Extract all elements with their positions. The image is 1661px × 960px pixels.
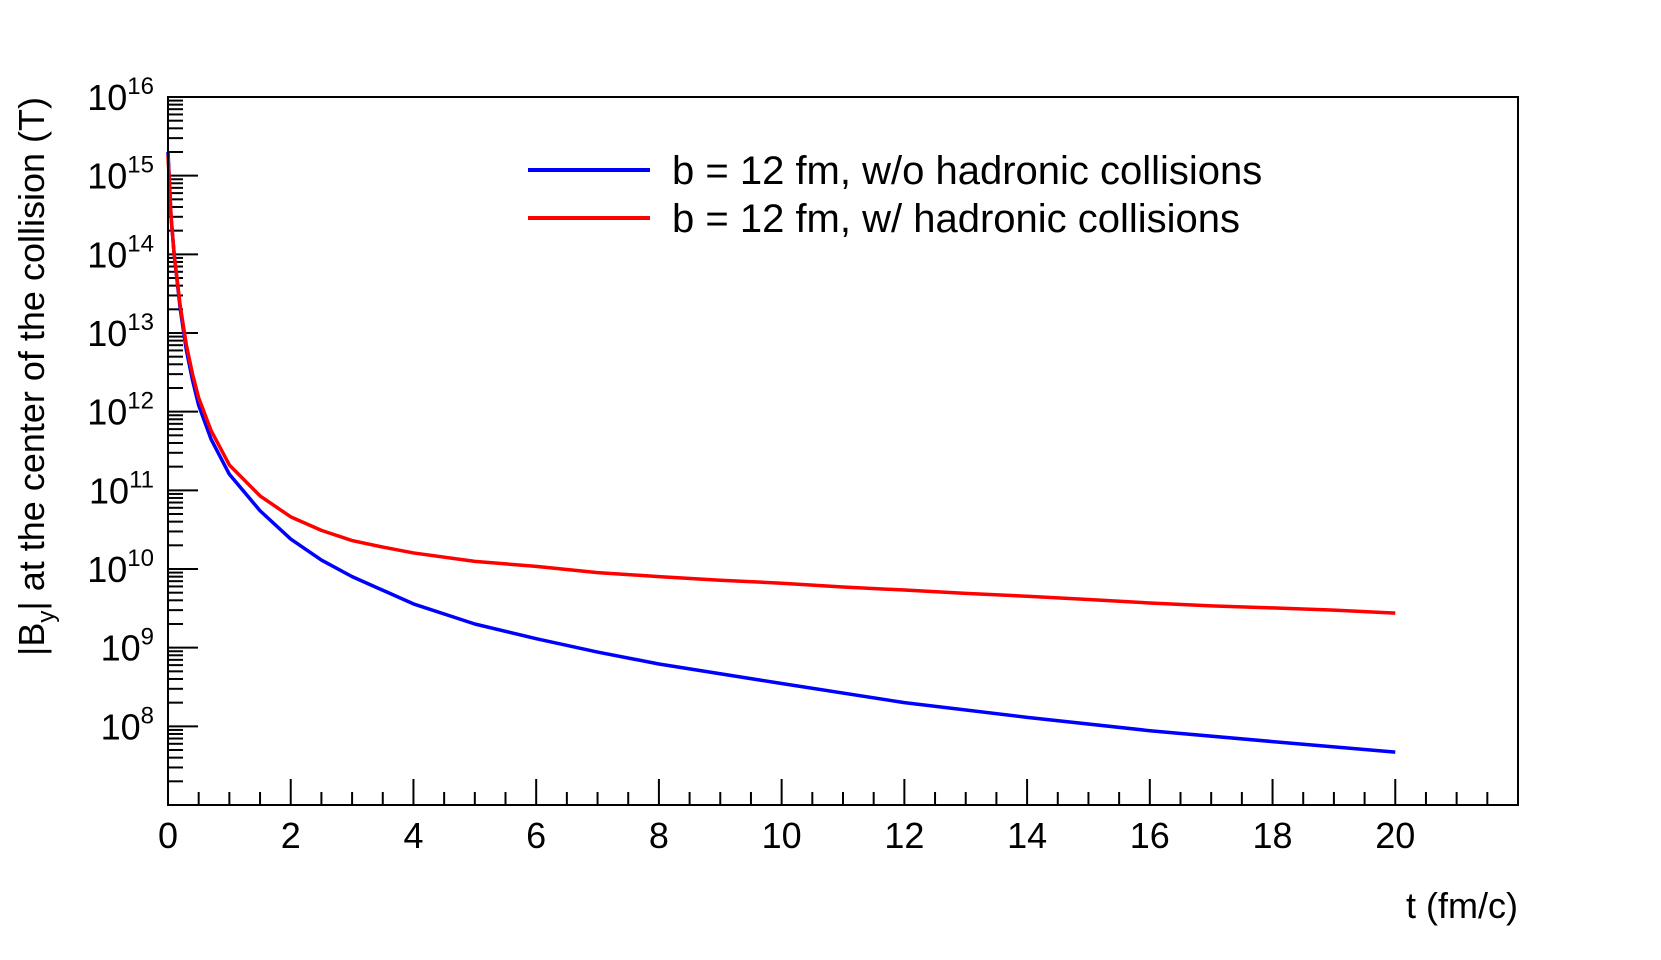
y-tick-label: 1015 [87,152,154,197]
y-tick-base: 10 [87,549,127,590]
series-line-without-hadronic [166,151,1396,754]
x-tick-label: 20 [1375,815,1415,856]
x-tick-label: 0 [158,815,178,856]
y-tick-exponent: 10 [127,545,154,572]
series-line-with-hadronic [166,155,1396,615]
x-tick-label: 2 [281,815,301,856]
y-tick-exponent: 16 [127,73,154,100]
y-tick-label: 108 [101,702,154,747]
y-tick-base: 10 [89,470,129,511]
x-tick-label: 18 [1253,815,1293,856]
y-tick-base: 10 [87,313,127,354]
x-tick-label: 10 [762,815,802,856]
legend: b = 12 fm, w/o hadronic collisions b = 1… [528,149,1262,241]
y-tick-base: 10 [87,392,127,433]
y-tick-base: 10 [101,706,141,747]
y-tick-label: 1012 [87,388,154,433]
y-tick-base: 10 [87,77,127,118]
x-tick-label: 8 [649,815,669,856]
y-tick-base: 10 [87,156,127,197]
series-layer [166,151,1396,754]
y-tick-exponent: 11 [129,466,154,493]
y-tick-label: 1010 [87,545,154,590]
y-tick-exponent: 9 [141,624,154,651]
y-axis-title-subscript: y [33,611,60,623]
y-axis-title: |By| at the center of the collision (T) [11,97,60,656]
legend-label-red: b = 12 fm, w/ hadronic collisions [672,197,1240,241]
y-tick-label: 1014 [87,230,154,275]
y-tick-base: 10 [87,234,127,275]
y-tick-label: 109 [101,624,154,669]
y-tick-exponent: 13 [127,309,154,336]
y-tick-exponent: 8 [141,702,154,729]
x-tick-label: 4 [403,815,423,856]
y-axis-title-prefix: |B [11,623,52,656]
y-tick-label: 1013 [87,309,154,354]
tick-layer [167,96,1519,806]
x-tick-label: 16 [1130,815,1170,856]
y-tick-label: 1011 [89,466,154,511]
y-tick-exponent: 12 [127,388,154,415]
y-axis-title-suffix: | at the center of the collision (T) [11,97,52,611]
x-tick-label: 14 [1007,815,1047,856]
y-tick-base: 10 [101,628,141,669]
x-axis-title: t (fm/c) [1406,885,1518,926]
tick-label-layer: 0 2 4 6 8 10 12 14 16 18 2010810910101011101210131… [87,73,1415,856]
x-tick-label: 6 [526,815,546,856]
x-tick-label: 12 [884,815,924,856]
y-tick-exponent: 15 [127,152,154,179]
legend-label-blue: b = 12 fm, w/o hadronic collisions [672,149,1262,193]
plot-frame [167,96,1519,806]
y-tick-exponent: 14 [127,230,154,257]
y-tick-label: 1016 [87,73,154,118]
